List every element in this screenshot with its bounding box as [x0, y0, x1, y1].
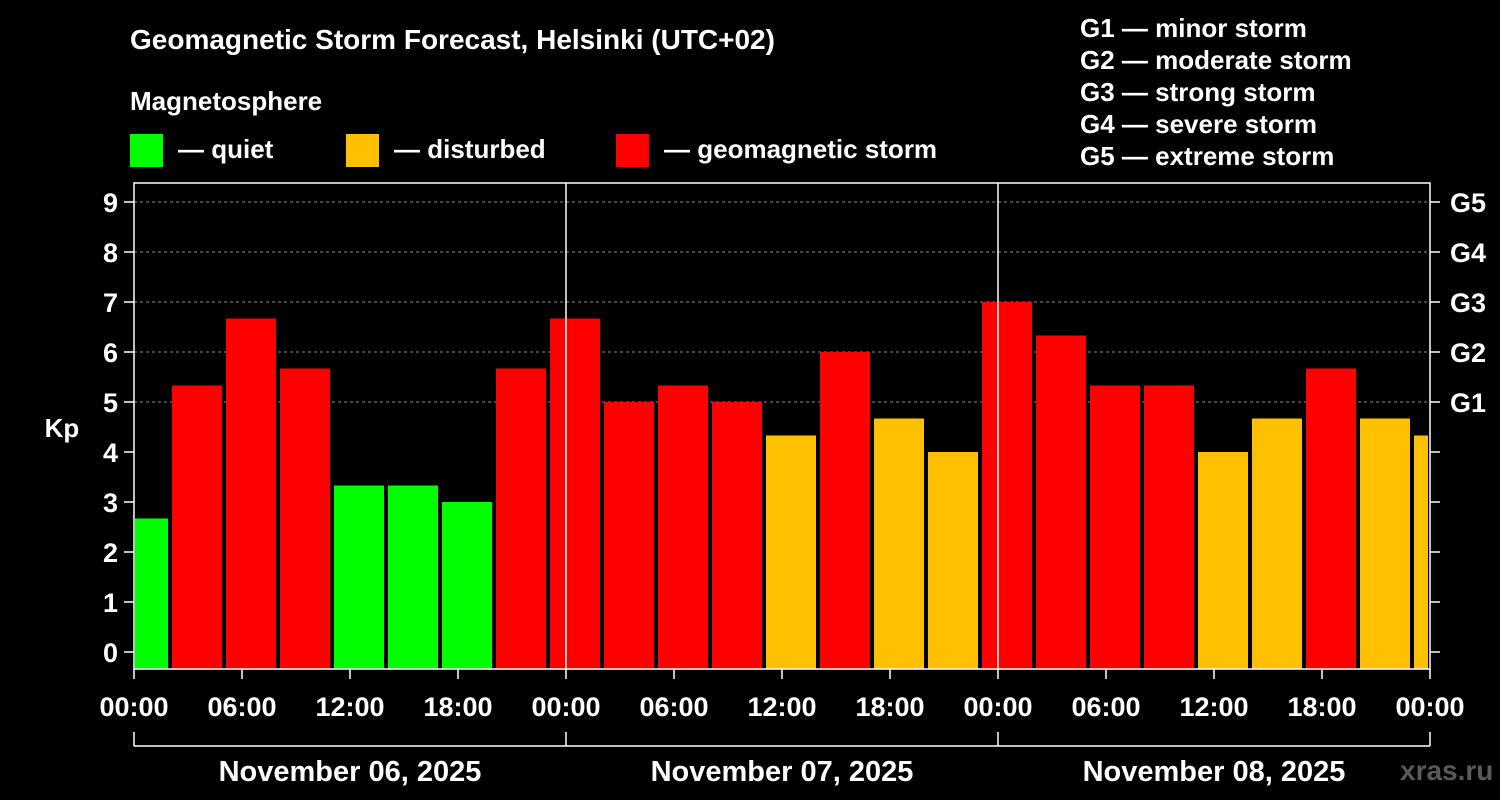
x-tick-label-12: 00:00 [1395, 692, 1464, 722]
day-label-1: November 07, 2025 [651, 756, 914, 788]
bar-3 [280, 368, 330, 669]
g-scale-legend: G1 — minor storm G2 — moderate storm G3 … [1080, 13, 1352, 171]
x-tick-label-9: 06:00 [1071, 692, 1140, 722]
y-axis-label: Kp [45, 413, 80, 443]
y-tick-label-2: 2 [103, 538, 118, 568]
y-tick-label-8: 8 [103, 238, 118, 268]
x-tick-label-11: 18:00 [1287, 692, 1356, 722]
bar-14 [874, 418, 924, 669]
bar-0 [135, 518, 168, 669]
bar-24 [1414, 435, 1428, 669]
y-tick-label-5: 5 [103, 388, 118, 418]
bar-4 [334, 485, 384, 669]
g-scale-g2: G2 — moderate storm [1080, 45, 1352, 75]
bar-11 [712, 402, 762, 669]
axes: 0 1 2 3 4 5 6 7 8 9 G1 G2 G3 G4 G5 00:00 06:00 12:00 18:00… [99, 182, 1486, 788]
x-tick-label-3: 18:00 [423, 692, 492, 722]
bars [135, 302, 1428, 669]
chart-title: Geomagnetic Storm Forecast, Helsinki (UT… [130, 24, 775, 55]
bar-13 [820, 352, 870, 669]
bar-23 [1360, 418, 1410, 669]
g-scale-g5: G5 — extreme storm [1080, 141, 1334, 171]
bar-10 [658, 385, 708, 669]
y-tick-label-6: 6 [103, 338, 118, 368]
g-level-label-g2: G2 [1450, 338, 1486, 368]
bar-16 [982, 302, 1032, 669]
g-scale-g4: G4 — severe storm [1080, 109, 1317, 139]
gridlines [134, 201, 1430, 403]
bar-9 [604, 402, 654, 669]
y-tick-label-0: 0 [103, 638, 118, 668]
bar-20 [1198, 452, 1248, 669]
g-level-label-g5: G5 [1450, 188, 1486, 218]
bar-12 [766, 435, 816, 669]
x-tick-label-1: 06:00 [207, 692, 276, 722]
bar-1 [172, 385, 222, 669]
legend: — quiet — disturbed — geomagnetic storm [130, 134, 937, 167]
bar-15 [928, 452, 978, 669]
g-level-label-g1: G1 [1450, 388, 1486, 418]
g-scale-g3: G3 — strong storm [1080, 77, 1315, 107]
bar-6 [442, 502, 492, 669]
x-tick-label-5: 06:00 [639, 692, 708, 722]
g-scale-g1: G1 — minor storm [1080, 13, 1307, 43]
x-tick-label-8: 00:00 [963, 692, 1032, 722]
watermark: xras.ru [1400, 755, 1493, 786]
x-tick-label-2: 12:00 [315, 692, 384, 722]
g-level-label-g4: G4 [1450, 238, 1486, 268]
y-tick-label-9: 9 [103, 188, 118, 218]
bar-17 [1036, 335, 1086, 669]
magnetosphere-label: Magnetosphere [130, 86, 322, 116]
y-tick-label-7: 7 [103, 288, 118, 318]
legend-swatch-disturbed [346, 134, 379, 167]
y-tick-label-4: 4 [103, 438, 118, 468]
day-label-2: November 08, 2025 [1083, 756, 1346, 788]
y-tick-label-3: 3 [103, 488, 118, 518]
day-label-0: November 06, 2025 [219, 756, 482, 788]
bar-5 [388, 485, 438, 669]
legend-label-quiet: — quiet [178, 134, 274, 164]
legend-label-disturbed: — disturbed [394, 134, 546, 164]
legend-swatch-storm [616, 134, 649, 167]
y-tick-label-1: 1 [103, 588, 118, 618]
bar-21 [1252, 418, 1302, 669]
x-tick-label-6: 12:00 [747, 692, 816, 722]
g-level-label-g3: G3 [1450, 288, 1486, 318]
bar-18 [1090, 385, 1140, 669]
x-tick-label-7: 18:00 [855, 692, 924, 722]
x-tick-label-4: 00:00 [531, 692, 600, 722]
bar-19 [1144, 385, 1194, 669]
x-tick-label-10: 12:00 [1179, 692, 1248, 722]
bar-8 [550, 318, 600, 669]
legend-swatch-quiet [130, 134, 163, 167]
bar-22 [1306, 368, 1356, 669]
bar-2 [226, 318, 276, 669]
bar-7 [496, 368, 546, 669]
legend-label-storm: — geomagnetic storm [664, 134, 937, 164]
x-tick-label-0: 00:00 [99, 692, 168, 722]
